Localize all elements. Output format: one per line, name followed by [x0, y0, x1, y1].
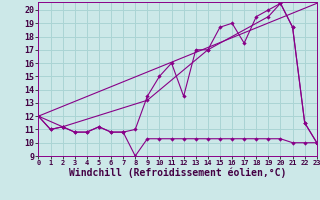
X-axis label: Windchill (Refroidissement éolien,°C): Windchill (Refroidissement éolien,°C)	[69, 168, 286, 178]
